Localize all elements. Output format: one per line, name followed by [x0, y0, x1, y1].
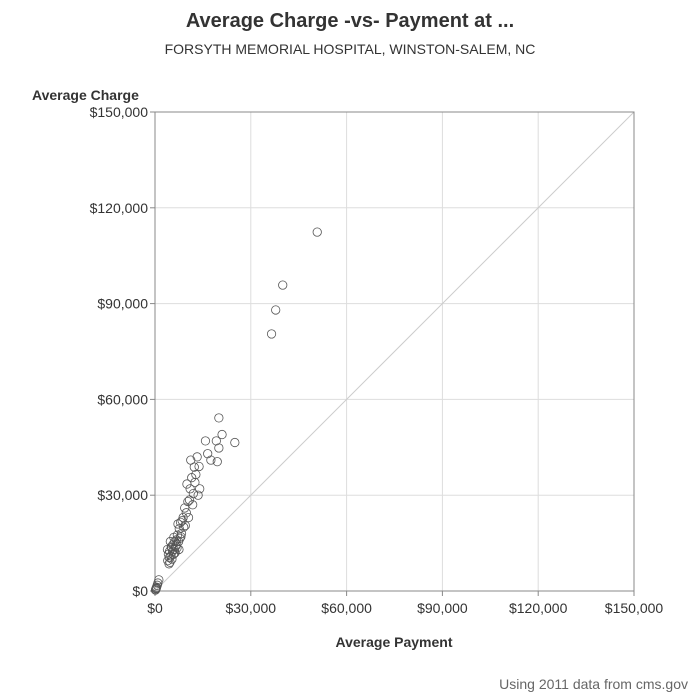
y-tick-label: $90,000 — [97, 296, 148, 312]
data-point — [194, 461, 204, 472]
data-point — [271, 305, 281, 315]
data-point — [173, 519, 183, 529]
data-point — [169, 544, 179, 555]
data-point — [200, 436, 211, 446]
data-point — [203, 449, 213, 459]
y-axis-label: Average Charge — [32, 87, 139, 103]
y-tick-label: $150,000 — [90, 104, 149, 120]
x-axis-label: Average Payment — [335, 634, 453, 650]
data-point — [182, 479, 192, 489]
chart-title: Average Charge -vs- Payment at ... — [185, 10, 515, 32]
data-point — [188, 500, 198, 510]
data-point — [184, 495, 195, 505]
x-tick-label: $90,000 — [417, 600, 468, 616]
data-point — [188, 489, 198, 499]
data-point — [183, 512, 194, 523]
x-tick-label: $30,000 — [225, 600, 276, 616]
footnote: Using 2011 data from cms.gov — [499, 676, 688, 692]
data-point — [176, 528, 187, 539]
data-point — [176, 532, 186, 542]
data-point — [179, 522, 189, 532]
chart-subtitle: FORSYTH MEMORIAL HOSPITAL, WINSTON-SALEM… — [164, 41, 536, 57]
y-tick-label: $0 — [132, 583, 148, 599]
y-tick-label: $60,000 — [97, 391, 148, 407]
data-point — [211, 436, 221, 446]
x-tick-label: $0 — [147, 600, 163, 616]
data-point — [217, 429, 227, 440]
data-point — [214, 443, 224, 453]
data-point — [312, 227, 322, 237]
data-point — [185, 484, 195, 494]
reference-line — [154, 111, 635, 592]
data-point — [151, 583, 161, 593]
data-point — [192, 452, 202, 462]
data-point — [214, 413, 224, 423]
x-tick-label: $60,000 — [321, 600, 372, 616]
y-tick-label: $120,000 — [90, 200, 149, 216]
data-point — [212, 457, 222, 467]
plot-frame — [154, 111, 635, 592]
data-point — [150, 585, 161, 595]
x-tick-label: $120,000 — [509, 600, 568, 616]
data-point — [187, 473, 197, 483]
data-point — [278, 280, 288, 290]
data-point — [186, 455, 196, 465]
y-tick-label: $30,000 — [97, 487, 148, 503]
data-point — [169, 548, 180, 558]
data-point — [230, 437, 240, 448]
data-point — [181, 508, 191, 518]
data-point — [172, 539, 182, 549]
data-point — [266, 329, 277, 339]
data-point — [193, 490, 203, 500]
data-point — [163, 556, 173, 566]
data-point — [180, 503, 190, 513]
data-point — [169, 532, 179, 542]
data-point — [206, 455, 216, 465]
data-point — [195, 484, 205, 494]
data-point — [175, 517, 186, 527]
x-tick-label: $150,000 — [605, 600, 664, 616]
data-point — [183, 496, 193, 507]
